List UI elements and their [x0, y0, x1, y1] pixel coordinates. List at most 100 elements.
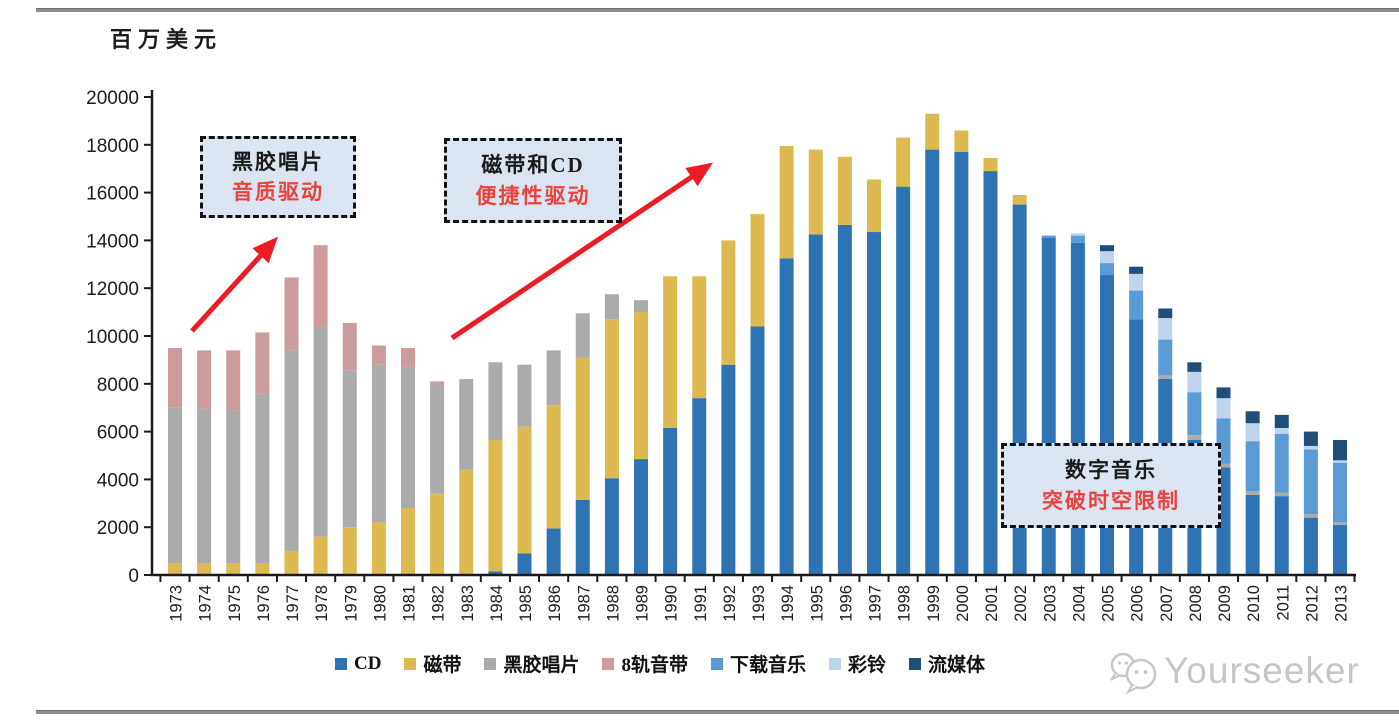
bar-segment-2006-下载音乐	[1129, 290, 1144, 320]
y-tick-label: 6000	[97, 423, 139, 444]
bar-segment-1984-黑胶唱片	[488, 362, 503, 440]
y-tick-label: 20000	[86, 88, 139, 109]
bar-segment-1980-黑胶唱片	[371, 364, 386, 523]
bar-segment-2013-下载音乐	[1333, 462, 1347, 523]
y-tick-label: 10000	[86, 327, 139, 348]
bar-segment-2000-磁带	[954, 130, 969, 152]
legend-item-黑胶唱片: 黑胶唱片	[484, 650, 579, 677]
bar-segment-1987-CD	[575, 499, 590, 575]
bar-segment-1978-黑胶唱片	[313, 326, 328, 537]
bar-segment-1982-8轨音带	[430, 381, 445, 385]
bar-segment-1993-CD	[750, 326, 765, 575]
year-label: 1990	[663, 585, 681, 622]
bar-segment-1999-CD	[925, 149, 940, 575]
legend-item-流媒体: 流媒体	[909, 650, 985, 677]
bar-segment-2012-下载音乐	[1303, 449, 1318, 515]
bar-segment-2002-磁带	[1012, 194, 1027, 205]
bar-segment-1979-黑胶唱片	[342, 370, 357, 528]
bar-segment-1998-CD	[896, 186, 911, 576]
annotation-tape-cd-title: 磁带和CD	[481, 153, 585, 178]
bar-segment-2009-彩铃	[1216, 398, 1231, 419]
legend-item-彩铃: 彩铃	[829, 650, 886, 677]
bar-segment-1975-磁带	[226, 563, 241, 575]
bar-segment-2009-黑胶唱片	[1216, 463, 1231, 468]
year-label: 1996	[837, 585, 855, 622]
bar-segment-1985-黑胶唱片	[517, 364, 532, 427]
bar-segment-1974-磁带	[197, 563, 212, 575]
bar-segment-1974-8轨音带	[197, 350, 212, 409]
bar-segment-2008-彩铃	[1187, 371, 1202, 393]
bar-segment-2010-CD	[1245, 494, 1260, 575]
bar-segment-2008-流媒体	[1187, 362, 1202, 372]
bar-segment-1983-黑胶唱片	[459, 379, 474, 470]
year-label: 2010	[1245, 585, 1263, 622]
bar-segment-1987-黑胶唱片	[575, 313, 590, 358]
y-tick-label: 18000	[86, 136, 139, 157]
legend-swatch	[829, 657, 842, 670]
bar-segment-2005-CD	[1100, 275, 1114, 575]
bar-segment-1986-黑胶唱片	[546, 350, 561, 406]
year-label: 2012	[1303, 585, 1321, 622]
bar-segment-1977-磁带	[284, 551, 299, 575]
legend-item-下载音乐: 下载音乐	[711, 650, 806, 677]
legend-swatch	[711, 657, 723, 670]
bar-segment-1995-CD	[808, 234, 823, 575]
bar-segment-1999-磁带	[925, 113, 940, 150]
bar-segment-1981-黑胶唱片	[401, 367, 415, 509]
bar-segment-1991-磁带	[692, 276, 707, 399]
year-label: 1999	[925, 585, 943, 622]
year-label: 1973	[168, 585, 186, 622]
bar-segment-1989-CD	[634, 459, 648, 575]
year-label: 2011	[1274, 585, 1292, 620]
annotation-vinyl-subtitle: 音质驱动	[232, 180, 324, 204]
year-label: 2009	[1216, 585, 1234, 622]
year-label: 2005	[1100, 585, 1118, 622]
wechat-bubbles-icon	[1110, 652, 1157, 695]
bar-segment-2007-流媒体	[1158, 308, 1173, 319]
bar-segment-2010-彩铃	[1245, 423, 1260, 442]
bar-segment-1977-黑胶唱片	[284, 350, 299, 552]
bar-segment-1974-黑胶唱片	[197, 408, 212, 564]
bar-segment-1984-CD	[488, 571, 503, 575]
year-label: 1983	[459, 585, 477, 622]
year-label: 1984	[488, 585, 506, 622]
bar-segment-2007-黑胶唱片	[1158, 375, 1173, 380]
watermark: Yourseeker	[1106, 644, 1360, 698]
year-label: 2002	[1012, 585, 1030, 622]
bar-segment-2011-下载音乐	[1274, 433, 1289, 493]
bar-segment-1991-CD	[692, 398, 707, 575]
bar-segment-1994-CD	[779, 258, 794, 575]
legend-label: 流媒体	[928, 655, 986, 676]
bar-segment-2010-流媒体	[1245, 411, 1260, 424]
bar-segment-2011-CD	[1274, 496, 1289, 575]
bar-segment-1996-CD	[837, 224, 852, 575]
bar-segment-1986-CD	[546, 528, 561, 575]
bar-segment-1983-磁带	[459, 469, 474, 575]
bar-segment-1981-磁带	[401, 508, 415, 575]
bar-segment-1985-磁带	[517, 426, 532, 554]
y-tick-label: 2000	[97, 518, 139, 539]
bar-segment-1997-磁带	[867, 179, 881, 233]
y-tick-label: 14000	[86, 231, 139, 252]
bar-segment-2005-彩铃	[1100, 251, 1114, 264]
legend-label: 彩铃	[848, 655, 887, 676]
annotation-tape-cd-subtitle: 便捷性驱动	[475, 183, 591, 208]
bar-segment-2000-CD	[954, 151, 969, 575]
year-label: 1980	[371, 585, 389, 622]
bar-segment-2013-黑胶唱片	[1333, 522, 1347, 525]
bar-segment-2011-彩铃	[1274, 428, 1289, 434]
bar-segment-2008-黑胶唱片	[1187, 435, 1202, 440]
legend-item-8轨音带: 8轨音带	[602, 650, 688, 677]
bar-segment-1979-8轨音带	[342, 322, 357, 371]
bar-segment-2010-黑胶唱片	[1245, 491, 1260, 495]
chart-legend: CD 磁带 黑胶唱片 8轨音带 下载音乐 彩铃 流媒体	[335, 650, 985, 677]
bar-segment-2007-彩铃	[1158, 318, 1173, 340]
bar-segment-2010-下载音乐	[1245, 441, 1260, 492]
legend-swatch	[404, 657, 417, 670]
year-label: 1997	[867, 585, 885, 622]
bar-segment-2009-流媒体	[1216, 387, 1231, 399]
year-label: 2006	[1129, 585, 1147, 622]
year-label: 1976	[255, 585, 273, 622]
bar-segment-1988-黑胶唱片	[604, 294, 619, 320]
